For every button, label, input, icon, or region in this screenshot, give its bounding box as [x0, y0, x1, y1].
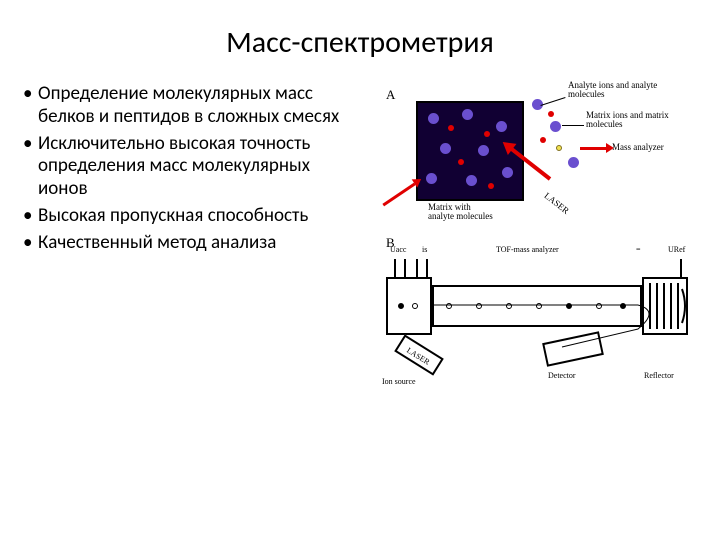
ion-dot [398, 303, 404, 309]
bullet-list: Определение молекулярных масс белков и п… [20, 81, 350, 401]
analyte-dot [568, 157, 579, 168]
wire [394, 259, 396, 279]
equals-label: = [636, 245, 641, 254]
bullet-item: Качественный метод анализа [38, 232, 350, 255]
analyte-dot [466, 175, 477, 186]
analyte-annot: Analyte ions and analyte molecules [568, 81, 658, 100]
tof-schematic: LASER Uacc is TOF-mass analyzer = URef [386, 259, 696, 394]
page-title: Масс-спектрометрия [0, 0, 720, 81]
content-row: Определение молекулярных масс белков и п… [0, 81, 720, 401]
bullet-item: Определение молекулярных масс белков и п… [38, 83, 350, 129]
annot-line [562, 125, 584, 126]
matrix-ion-dot [448, 125, 454, 131]
matrix-ions-annot: Matrix ions and matrix molecules [586, 111, 676, 130]
ion-dot [412, 303, 418, 309]
matrix-pointer-arrow [382, 183, 415, 207]
analyte-dot [428, 113, 439, 124]
analyte-dot [550, 121, 561, 132]
matrix-ion-dot [484, 131, 490, 137]
panel-a-label: A [386, 87, 395, 103]
mass-analyzer-label: Mass analyzer [612, 143, 664, 152]
analyte-dot [496, 121, 507, 132]
detector-label: Detector [548, 371, 576, 380]
matrix-ion-dot [488, 183, 494, 189]
matrix-ion-dot [548, 111, 554, 117]
matrix-mol-dot [556, 145, 562, 151]
beam-path [432, 285, 688, 365]
figure-area: A LASER Mass analyzer Analyte [350, 81, 700, 401]
analyte-dot [462, 109, 473, 120]
wire [680, 259, 682, 279]
matrix-ion-dot [458, 159, 464, 165]
is-label: is [422, 245, 427, 254]
wire [404, 259, 406, 279]
uref-label: URef [668, 245, 685, 254]
ion-source-label: Ion source [382, 377, 416, 386]
analyte-dot [478, 145, 489, 156]
analyte-dot [426, 173, 437, 184]
reflector-label: Reflector [644, 371, 674, 380]
mass-analyzer-arrow [580, 147, 606, 150]
analyte-dot [440, 143, 451, 154]
bullet-item: Высокая пропускная способность [38, 205, 350, 228]
analyte-dot [502, 167, 513, 178]
bullet-item: Исключительно высокая точность определен… [38, 133, 350, 201]
annot-line [540, 97, 565, 106]
tof-label: TOF-mass analyzer [496, 245, 559, 254]
wire [416, 259, 418, 279]
wire [426, 259, 428, 279]
laser-label: LASER [542, 191, 570, 216]
ion-source-box [386, 277, 432, 335]
matrix-with-label: Matrix with analyte molecules [428, 203, 498, 222]
uacc-label: Uacc [390, 245, 406, 254]
matrix-ion-dot [540, 137, 546, 143]
